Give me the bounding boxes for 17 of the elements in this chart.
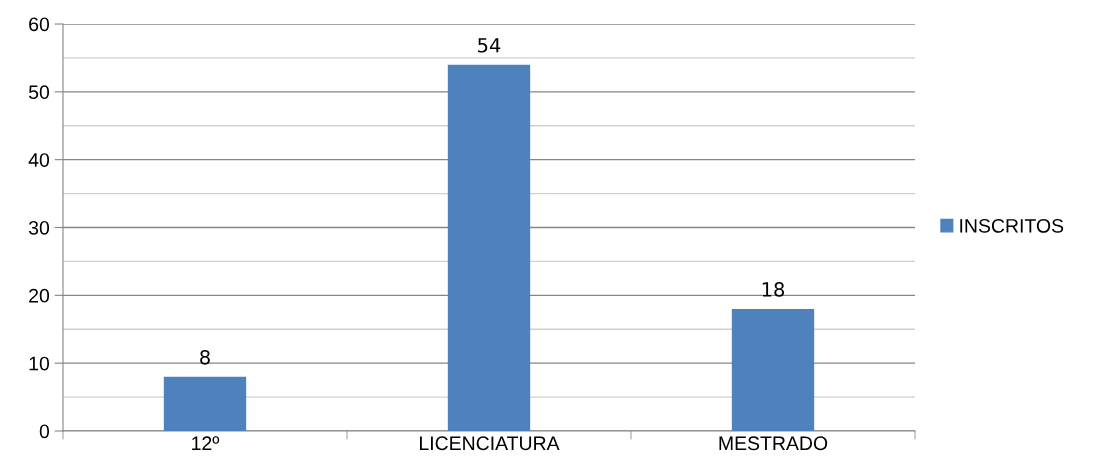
- x-tick-label: LICENCIATURA: [420, 436, 560, 451]
- data-label: 18: [762, 282, 785, 297]
- x-tick-label: 12º: [192, 436, 220, 450]
- y-tick-label: 10: [29, 356, 50, 371]
- legend-label: INSCRITOS: [960, 218, 1064, 233]
- y-tick-label: 20: [29, 288, 50, 303]
- x-tick-label: MESTRADO: [719, 436, 828, 451]
- y-tick-label: 50: [28, 85, 50, 100]
- data-label: 8: [200, 349, 210, 365]
- y-tick-label: 40: [28, 153, 50, 167]
- y-tick-label: 0: [39, 424, 50, 439]
- bar: [447, 64, 531, 431]
- bar: [163, 376, 247, 431]
- data-label: 54: [478, 38, 501, 53]
- y-tick-label: 60: [29, 17, 50, 32]
- y-tick-label: 30: [28, 220, 50, 235]
- bar: [731, 308, 815, 431]
